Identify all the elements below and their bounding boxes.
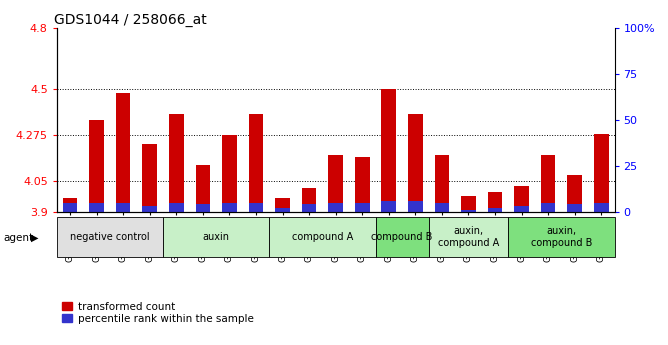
Bar — [355, 157, 369, 212]
Bar — [461, 210, 476, 212]
Bar — [222, 203, 236, 212]
Bar — [116, 93, 130, 212]
Bar — [381, 201, 396, 212]
Bar — [567, 204, 582, 212]
Bar — [435, 203, 449, 212]
Bar — [63, 198, 77, 212]
Legend: transformed count, percentile rank within the sample: transformed count, percentile rank withi… — [62, 302, 253, 324]
Text: ▶: ▶ — [31, 233, 39, 243]
Bar — [196, 165, 210, 212]
Bar — [594, 203, 609, 212]
Text: auxin,
compound A: auxin, compound A — [438, 226, 499, 248]
Bar — [514, 206, 529, 212]
Bar — [142, 206, 157, 212]
Bar — [541, 203, 556, 212]
Bar — [461, 196, 476, 212]
Bar — [169, 203, 184, 212]
Text: compound A: compound A — [292, 232, 353, 242]
Bar — [594, 134, 609, 212]
Bar — [116, 203, 130, 212]
Bar — [408, 201, 423, 212]
Text: auxin: auxin — [202, 232, 230, 242]
FancyBboxPatch shape — [508, 217, 615, 257]
Bar — [248, 114, 263, 212]
FancyBboxPatch shape — [163, 217, 269, 257]
Bar — [302, 204, 317, 212]
Text: negative control: negative control — [70, 232, 150, 242]
Bar — [248, 203, 263, 212]
Text: compound B: compound B — [371, 232, 433, 242]
Bar — [541, 155, 556, 212]
FancyBboxPatch shape — [429, 217, 508, 257]
Bar — [142, 145, 157, 212]
Bar — [355, 203, 369, 212]
Bar — [329, 203, 343, 212]
Bar — [408, 114, 423, 212]
Bar — [329, 155, 343, 212]
Bar — [90, 203, 104, 212]
FancyBboxPatch shape — [57, 217, 163, 257]
Bar — [302, 188, 317, 212]
Bar — [222, 135, 236, 212]
FancyBboxPatch shape — [269, 217, 375, 257]
Text: GDS1044 / 258066_at: GDS1044 / 258066_at — [54, 12, 206, 27]
Bar — [196, 204, 210, 212]
FancyBboxPatch shape — [375, 217, 429, 257]
Bar — [514, 186, 529, 212]
Bar — [381, 89, 396, 212]
Bar — [169, 114, 184, 212]
Bar — [567, 175, 582, 212]
Bar — [488, 208, 502, 212]
Text: agent: agent — [3, 233, 33, 243]
Bar — [435, 155, 449, 212]
Bar — [488, 192, 502, 212]
Bar — [90, 120, 104, 212]
Bar — [275, 198, 290, 212]
Bar — [275, 208, 290, 212]
Text: auxin,
compound B: auxin, compound B — [531, 226, 592, 248]
Bar — [63, 203, 77, 212]
